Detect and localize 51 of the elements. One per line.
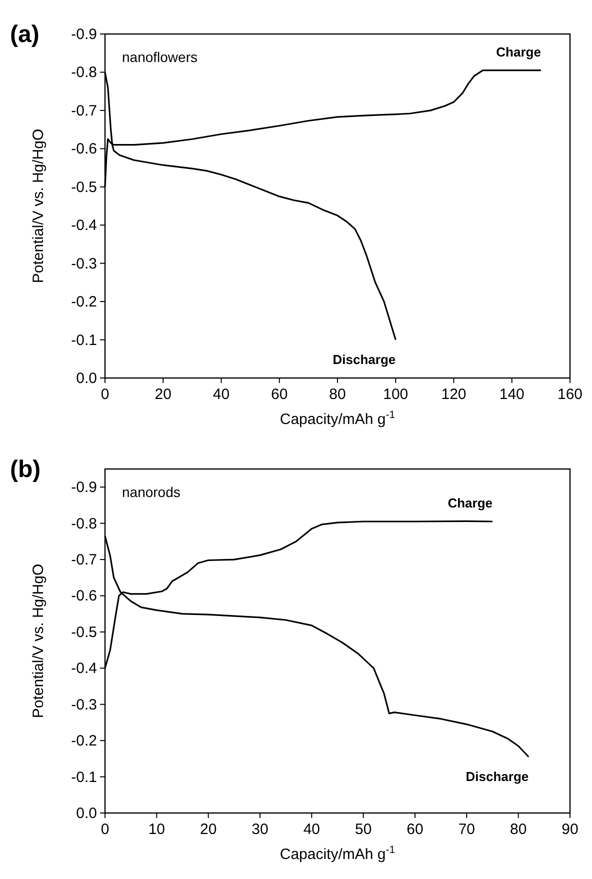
y-tick-label: -0.6 [71, 588, 97, 605]
x-tick-label: 40 [212, 386, 230, 403]
y-tick-label: -0.3 [71, 255, 97, 272]
annotation: nanoflowers [122, 49, 198, 65]
y-tick-label: -0.2 [71, 732, 97, 750]
y-tick-label: -0.7 [71, 102, 97, 120]
x-tick-label: 60 [406, 821, 424, 838]
y-tick-label: -0.1 [71, 332, 97, 349]
y-tick-label: 0.0 [76, 370, 97, 387]
x-tick-label: 160 [557, 386, 583, 403]
y-tick-label: -0.4 [71, 660, 97, 678]
x-tick-label: 120 [441, 386, 466, 403]
x-tick-label: 80 [329, 386, 346, 403]
x-axis-title: Capacity/mAh g$^{-1}$ [280, 844, 396, 863]
y-tick-label: -0.5 [71, 624, 97, 641]
series-label: Charge [448, 496, 492, 511]
y-tick-label: -0.3 [71, 696, 97, 714]
x-tick-label: 10 [148, 821, 166, 838]
y-tick-label: -0.7 [71, 552, 97, 569]
y-tick-label: -0.1 [71, 768, 97, 786]
y-tick-label: 0.0 [76, 805, 97, 822]
x-tick-label: 90 [562, 821, 578, 838]
y-tick-label: -0.8 [71, 64, 97, 82]
y-tick-label: -0.9 [71, 479, 97, 496]
x-tick-label: 20 [200, 821, 217, 838]
annotation: nanorods [122, 484, 180, 500]
y-tick-label: -0.8 [71, 515, 97, 532]
series-label: Discharge [332, 352, 396, 367]
chart-title: (b) [10, 456, 41, 483]
x-tick-label: 40 [303, 821, 320, 838]
y-tick-label: -0.5 [71, 178, 97, 196]
x-tick-label: 0 [100, 386, 110, 403]
y-axis-title: Potential/V vs. Hg/HgO [30, 128, 47, 284]
x-axis-title: Capacity/mAh g$^{-1}$ [280, 409, 396, 428]
x-tick-label: 60 [271, 386, 288, 403]
chart-title: (a) [10, 21, 40, 48]
x-tick-label: 30 [252, 821, 268, 838]
y-axis-title: Potential/V vs. Hg/HgO [30, 564, 47, 718]
x-tick-label: 100 [383, 386, 408, 403]
x-tick-label: 50 [354, 821, 372, 838]
y-tick-label: -0.6 [71, 140, 97, 158]
x-tick-label: 20 [154, 386, 172, 403]
y-tick-label: -0.9 [71, 26, 97, 43]
y-tick-label: -0.2 [71, 294, 97, 311]
x-tick-label: 80 [510, 821, 527, 838]
series-label: Charge [496, 44, 541, 60]
x-tick-label: 140 [499, 386, 524, 403]
series-label: Discharge [466, 768, 529, 784]
x-tick-label: 0 [100, 821, 110, 838]
y-tick-label: -0.4 [71, 217, 97, 234]
x-tick-label: 70 [458, 821, 476, 838]
